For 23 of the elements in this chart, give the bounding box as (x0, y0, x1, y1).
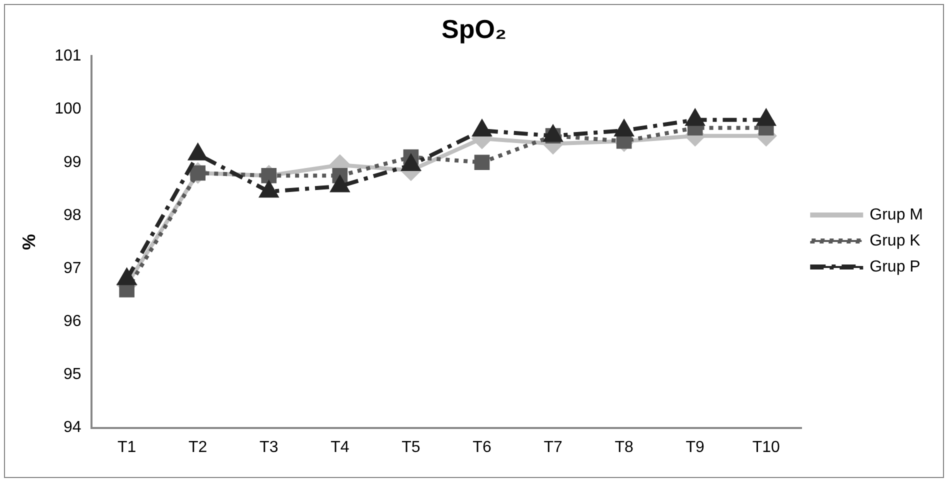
legend-label: Grup M (870, 206, 923, 224)
legend-label: Grup K (870, 232, 921, 250)
x-tick-label: T7 (544, 438, 562, 456)
x-tick-label: T8 (614, 438, 634, 456)
y-tick-label: 98 (64, 206, 82, 224)
x-tick-label: T9 (686, 438, 705, 456)
y-tick-label: 94 (64, 419, 82, 436)
y-tick-label: 101 (54, 48, 82, 65)
y-tick-label: 100 (54, 100, 82, 118)
x-tick-label: T2 (188, 438, 208, 456)
x-tick-label: T4 (330, 438, 350, 456)
legend-label: Grup P (870, 258, 920, 276)
x-tick-label: T3 (260, 438, 278, 456)
y-axis-title: % (18, 234, 39, 250)
x-tick-label: T6 (472, 438, 492, 456)
y-tick-label: 96 (64, 313, 82, 330)
y-tick-label: 99 (64, 154, 82, 171)
x-tick-label: T1 (117, 438, 136, 456)
x-tick-label: T10 (752, 438, 780, 456)
chart-title: SpO₂ (442, 14, 506, 44)
y-tick-label: 95 (64, 366, 82, 384)
y-tick-label: 97 (64, 260, 82, 277)
x-tick-label: T5 (402, 438, 420, 456)
